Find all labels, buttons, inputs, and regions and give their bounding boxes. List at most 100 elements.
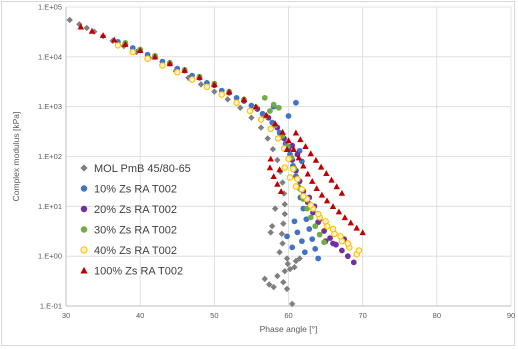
data-point bbox=[266, 164, 274, 171]
data-point bbox=[166, 60, 174, 67]
x-axis-title: Phase angle [°] bbox=[260, 324, 318, 334]
data-point bbox=[304, 170, 311, 177]
data-point bbox=[261, 275, 268, 283]
data-point bbox=[321, 239, 327, 246]
data-point bbox=[300, 192, 307, 200]
series-5 bbox=[114, 42, 363, 258]
data-point bbox=[323, 197, 331, 204]
data-point bbox=[267, 229, 274, 236]
data-point bbox=[264, 135, 271, 142]
data-point bbox=[274, 272, 281, 280]
data-point bbox=[289, 300, 296, 308]
data-point bbox=[312, 246, 319, 252]
data-point bbox=[329, 203, 337, 210]
data-point bbox=[257, 124, 265, 131]
data-point bbox=[286, 265, 294, 273]
data-point bbox=[276, 249, 283, 256]
data-point bbox=[77, 23, 85, 30]
data-point bbox=[211, 81, 218, 88]
data-point bbox=[76, 21, 83, 28]
data-point bbox=[289, 244, 296, 251]
data-point bbox=[298, 238, 305, 245]
data-point bbox=[159, 62, 166, 69]
data-point bbox=[289, 165, 297, 173]
data-point bbox=[301, 249, 308, 256]
data-point bbox=[329, 225, 337, 233]
data-point bbox=[270, 173, 277, 180]
data-point bbox=[278, 230, 286, 238]
data-point bbox=[285, 137, 292, 144]
data-point bbox=[284, 233, 290, 240]
data-point bbox=[252, 103, 260, 110]
x-tick-label: 90 bbox=[507, 311, 515, 320]
data-point bbox=[274, 180, 281, 187]
data-point bbox=[281, 164, 289, 171]
data-point bbox=[261, 95, 268, 101]
data-points bbox=[66, 16, 366, 308]
legend-marker bbox=[80, 246, 88, 254]
data-point bbox=[270, 283, 277, 291]
data-point bbox=[270, 101, 277, 108]
data-point bbox=[276, 166, 283, 173]
data-point bbox=[281, 267, 288, 275]
data-point bbox=[233, 95, 240, 101]
data-point bbox=[279, 240, 286, 247]
data-point bbox=[266, 281, 273, 288]
data-point bbox=[298, 185, 306, 193]
data-point bbox=[136, 47, 144, 54]
data-point bbox=[333, 183, 340, 190]
data-point bbox=[337, 233, 344, 240]
data-point bbox=[286, 174, 294, 181]
data-point bbox=[277, 188, 285, 195]
data-point bbox=[341, 214, 349, 221]
data-point bbox=[114, 42, 122, 49]
data-point bbox=[285, 113, 292, 119]
data-point bbox=[303, 216, 310, 223]
y-tick-label: 1.E+04 bbox=[38, 52, 62, 61]
data-point bbox=[294, 175, 301, 183]
legend-marker bbox=[80, 185, 88, 192]
data-point bbox=[203, 83, 211, 91]
data-point bbox=[300, 162, 307, 169]
data-point bbox=[322, 218, 329, 225]
data-point bbox=[327, 235, 333, 242]
x-tick-label: 60 bbox=[284, 311, 292, 320]
legend-marker bbox=[80, 266, 88, 274]
data-point bbox=[312, 223, 319, 230]
data-point bbox=[279, 128, 286, 135]
data-point bbox=[144, 55, 151, 62]
data-point bbox=[307, 214, 314, 221]
data-point bbox=[274, 156, 281, 164]
data-point bbox=[306, 226, 313, 232]
x-tick-label: 50 bbox=[210, 311, 218, 320]
data-point bbox=[315, 255, 322, 262]
data-point bbox=[111, 36, 118, 43]
data-point bbox=[281, 201, 288, 208]
data-point bbox=[240, 96, 248, 103]
y-tick-label: 1.E+00 bbox=[38, 252, 62, 261]
data-point bbox=[267, 108, 273, 114]
data-point bbox=[355, 247, 363, 254]
y-axis-title: Complex modulus [kPa] bbox=[11, 112, 21, 202]
data-point bbox=[274, 135, 282, 142]
data-point bbox=[197, 81, 205, 88]
legend: MOL PmB 45/80-65 10% Zs RA T002 20% Zs RA … bbox=[80, 163, 191, 278]
legend-label: 10% Zs RA T002 bbox=[94, 184, 177, 196]
data-point bbox=[185, 74, 192, 81]
y-tick-label: 1.E+03 bbox=[38, 102, 62, 111]
data-point bbox=[292, 183, 300, 190]
data-point bbox=[316, 231, 323, 238]
gridlines bbox=[65, 6, 512, 307]
data-point bbox=[248, 102, 255, 109]
data-point bbox=[151, 53, 159, 60]
data-point bbox=[257, 116, 265, 123]
data-point bbox=[323, 170, 330, 177]
data-point bbox=[313, 185, 320, 192]
data-point bbox=[280, 220, 287, 227]
data-point bbox=[307, 150, 314, 157]
data-point bbox=[290, 146, 297, 152]
series-1 bbox=[66, 16, 303, 308]
legend-label: 30% Zs RA T002 bbox=[94, 225, 177, 237]
data-point bbox=[295, 154, 303, 161]
